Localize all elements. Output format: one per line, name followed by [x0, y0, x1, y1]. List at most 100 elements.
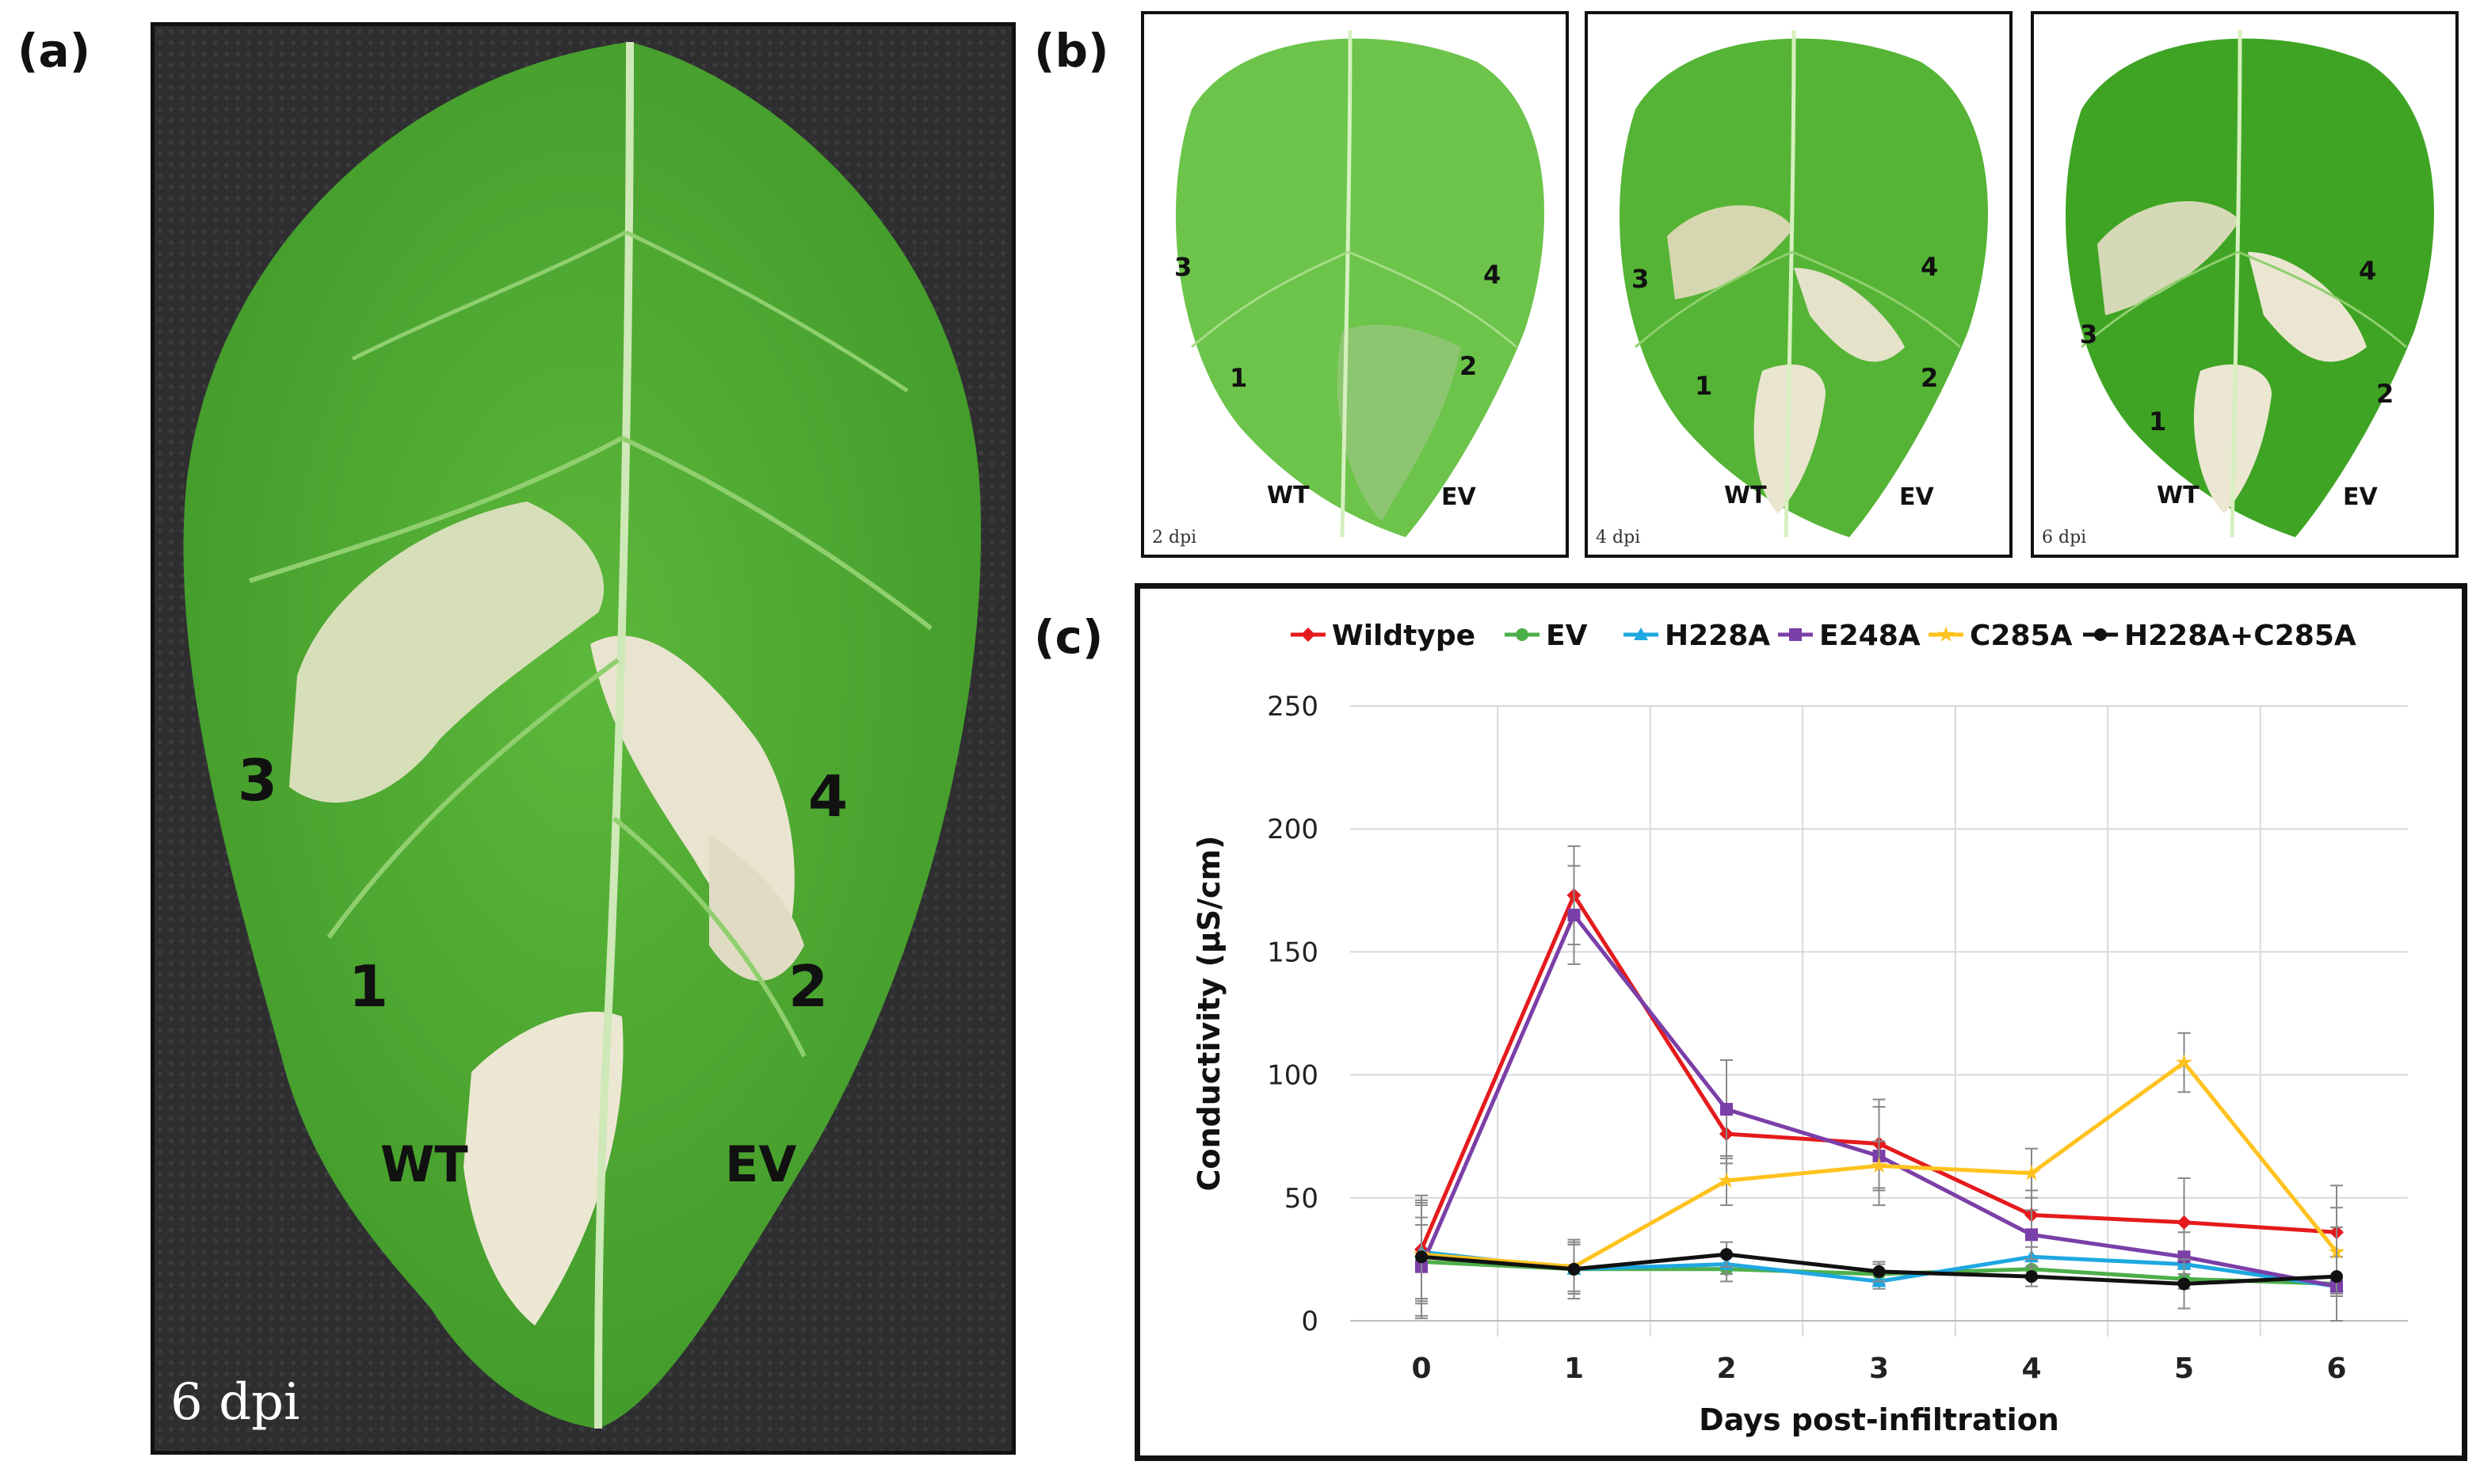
legend-swatch-marker [1301, 628, 1315, 642]
series-wildtype [1414, 845, 2344, 1300]
legend-item: C285A [1929, 620, 2073, 652]
legend-item: E248A [1778, 620, 1921, 652]
leaf-illustration-small [1176, 29, 1544, 538]
legend-item: H228A [1623, 620, 1770, 652]
leaf-illustration-small [2066, 29, 2434, 538]
legend-swatch-marker [2094, 628, 2107, 641]
leaf-vein [612, 816, 807, 1058]
leaf-b2-label-2: 2 [1921, 363, 1939, 393]
legend-swatch-marker [1516, 628, 1528, 641]
panel-b-leaf-2dpi: 3 4 1 2 WT EV 2 dpi [1141, 11, 1569, 558]
y-tick-label: 150 [1267, 937, 1318, 968]
x-tick-label: 5 [2174, 1352, 2194, 1385]
y-tick-label: 0 [1301, 1306, 1318, 1337]
legend-swatch-marker [1634, 628, 1648, 640]
leaf-a-label-ev: EV [725, 1135, 797, 1193]
chart-legend: Wildtype EV H228A E248A C285A H228A+C285A [1291, 620, 2356, 652]
leaf-b1-label-2: 2 [1459, 351, 1478, 381]
legend-label: E248A [1819, 620, 1921, 652]
x-tick-label: 1 [1564, 1352, 1584, 1385]
x-tick-label: 4 [2021, 1352, 2041, 1385]
leaf-b1-label-1: 1 [1230, 363, 1248, 393]
y-axis-title: Conductivity (µS/cm) [1192, 835, 1227, 1191]
leaf-b1-label-3: 3 [1174, 252, 1192, 282]
panel-c-letter: (c) [1034, 610, 1104, 664]
panel-b-leaf-6dpi: 3 4 1 2 WT EV 6 dpi [2031, 11, 2459, 558]
data-point [2177, 1215, 2192, 1230]
leaf-b3-label-4: 4 [2359, 256, 2377, 286]
data-point [2025, 1228, 2038, 1242]
y-tick-label: 100 [1267, 1060, 1318, 1092]
leaf-b2-label-4: 4 [1921, 252, 1939, 282]
data-point [1718, 1172, 1735, 1188]
leaf-midrib [594, 41, 634, 1429]
leaf-vein [249, 436, 624, 583]
data-point [2023, 1164, 2040, 1181]
leaf-a-label-4: 4 [808, 763, 849, 830]
leaf-b1-label-4: 4 [1483, 260, 1501, 290]
x-axis-title: Days post-infiltration [1699, 1402, 2059, 1437]
leaf-a-label-1: 1 [349, 953, 389, 1020]
leaf-b3-label-ev: EV [2343, 483, 2378, 511]
leaf-b2-label-3: 3 [1631, 264, 1650, 294]
leaf-vein [326, 658, 620, 939]
leaf-b3-label-1: 1 [2149, 406, 2167, 437]
legend-label: EV [1546, 620, 1588, 652]
series-e248a [1415, 864, 2343, 1317]
leaf-blade [183, 42, 982, 1429]
panel-b-leaf-4dpi: 3 4 1 2 WT EV 4 dpi [1585, 11, 2013, 558]
leaf-b1-label-ev: EV [1441, 483, 1476, 511]
leaf-b1-label-wt: WT [1267, 482, 1310, 509]
conductivity-chart: Wildtype EV H228A E248A C285A H228A+C285A 050… [1192, 620, 2408, 1437]
legend-swatch-marker [1937, 626, 1955, 642]
leaf-a-label-3: 3 [238, 747, 278, 814]
leaf-a-timepoint: 6 dpi [170, 1373, 300, 1432]
leaf-b3-label-3: 3 [2080, 319, 2098, 349]
legend-item: Wildtype [1291, 620, 1475, 652]
chart-axes: 0 50 100 150 200 250 0 1 2 3 4 5 6 Days post-infiltra… [1192, 691, 2408, 1437]
y-tick-label: 50 [1284, 1183, 1318, 1215]
leaf-vein [620, 436, 933, 631]
legend-item: EV [1505, 620, 1588, 652]
leaf-b2-label-1: 1 [1695, 371, 1713, 401]
data-point [1720, 1248, 1733, 1261]
y-tick-label: 200 [1267, 814, 1318, 845]
leaf-illustration-large [155, 26, 1012, 1451]
leaf-b3-label-wt: WT [2157, 482, 2200, 509]
data-point [2330, 1270, 2343, 1284]
data-point [1415, 1250, 1428, 1264]
x-tick-label: 0 [1411, 1352, 1431, 1385]
chart-series [1413, 845, 2345, 1322]
lesion-wt [464, 1011, 624, 1326]
panel-c-chart: Wildtype EV H228A E248A C285A H228A+C285A 0 50… [1135, 583, 2467, 1461]
legend-label: H228A [1665, 620, 1770, 652]
data-point [2177, 1277, 2191, 1291]
panel-a-photo: 3 4 1 2 WT EV 6 dpi [151, 22, 1016, 1455]
panel-b-letter: (b) [1034, 24, 1109, 78]
leaf-b2-label-ev: EV [1899, 483, 1934, 511]
data-point [1871, 1157, 1887, 1173]
leaf-vein [624, 230, 909, 393]
data-point [2176, 1054, 2192, 1070]
y-tick-label: 250 [1267, 691, 1318, 723]
data-point [1720, 1103, 1733, 1116]
lesion-3 [289, 502, 605, 803]
data-point [2025, 1270, 2038, 1284]
legend-label: C285A [1970, 620, 2073, 652]
leaf-b1-timepoint: 2 dpi [1152, 528, 1197, 547]
leaf-vein [351, 230, 628, 361]
leaf-a-label-wt: WT [380, 1135, 468, 1193]
panel-a-letter: (a) [17, 24, 91, 78]
leaf-b2-timepoint: 4 dpi [1596, 528, 1641, 547]
leaf-a-label-2: 2 [788, 953, 829, 1020]
x-tick-label: 3 [1869, 1352, 1889, 1385]
legend-label: Wildtype [1332, 620, 1475, 652]
leaf-b3-label-2: 2 [2376, 379, 2394, 409]
leaf-b3-timepoint: 6 dpi [2042, 528, 2087, 547]
chart-grid [1350, 705, 2408, 1337]
x-tick-label: 2 [1716, 1352, 1736, 1385]
legend-swatch-marker [1789, 628, 1802, 641]
legend-label: H228A+C285A [2124, 620, 2356, 652]
leaf-b2-label-wt: WT [1724, 482, 1767, 509]
data-point [1872, 1265, 1886, 1278]
